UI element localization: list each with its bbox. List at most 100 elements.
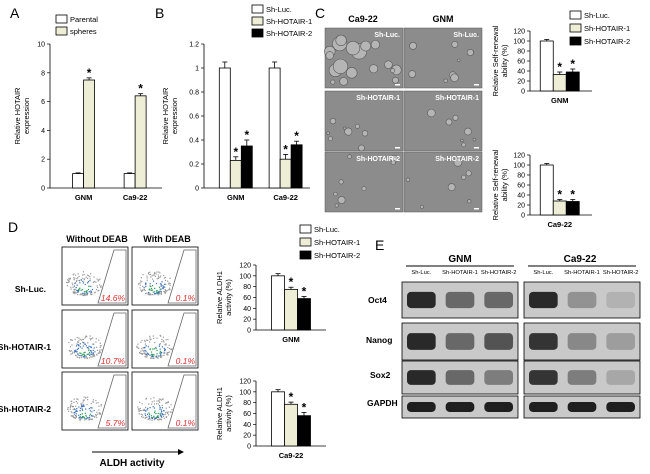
flow-event [78, 288, 80, 290]
flow-event [94, 280, 96, 283]
flow-event [78, 354, 80, 357]
flow-event [163, 354, 165, 356]
flow-event [166, 411, 169, 414]
flow-event [69, 278, 71, 280]
flow-event [171, 409, 173, 411]
flow-event [159, 352, 162, 354]
flow-event [71, 405, 73, 407]
flow-event [141, 347, 143, 350]
legend-swatch [299, 224, 312, 234]
cell-sphere [465, 170, 472, 177]
flow-event [144, 406, 147, 409]
flow-event [90, 350, 92, 352]
flow-event [88, 291, 90, 293]
bar-sh-hotair-1-ca9-22 [552, 200, 567, 216]
flow-event [83, 399, 85, 401]
flow-event [78, 340, 80, 342]
flow-event [157, 419, 160, 421]
flow-event [167, 401, 169, 403]
flow-event [92, 337, 94, 339]
flow-event [169, 289, 171, 291]
flow-event [149, 348, 151, 350]
flow-event [160, 288, 162, 290]
flow-event [79, 343, 81, 345]
flow-event [149, 354, 151, 356]
flow-event [169, 284, 171, 287]
legend-label: Sh-HOTAIR-1 [314, 238, 360, 247]
flow-event [156, 416, 158, 418]
flow-event [151, 401, 153, 403]
y-tick-label: 120 [239, 263, 251, 270]
flow-event [138, 413, 140, 415]
flow-event [159, 344, 161, 346]
flow-event [159, 356, 162, 358]
flow-event [149, 273, 152, 275]
flow-event [91, 338, 93, 340]
flow-event [146, 416, 148, 418]
significance-star: * [233, 145, 238, 159]
gate-percentage: 0.1% [176, 418, 196, 428]
flow-event [160, 285, 163, 287]
flow-event [149, 413, 151, 415]
micrograph-row-label: Sh-HOTAIR-1 [435, 95, 479, 102]
y-axis-label: Relative Self-renewalability (%) [491, 25, 509, 96]
flow-event [76, 284, 78, 286]
y-tick-label: 40 [243, 422, 251, 429]
significance-star: * [302, 284, 307, 298]
legend-swatch [55, 14, 68, 24]
flow-event [144, 341, 146, 343]
protein-band [484, 291, 513, 309]
legend-label: spheres [70, 27, 97, 36]
flow-event [73, 277, 75, 279]
bar-sh-hotair-1-ca9-22 [284, 403, 298, 447]
gate [97, 312, 127, 367]
flow-event [87, 353, 89, 355]
legend-label: Sh-Luc. [314, 225, 340, 234]
flow-event [86, 347, 89, 349]
flow-event [155, 282, 158, 285]
y-tick-label: 0 [247, 444, 251, 451]
flow-event [75, 286, 77, 289]
flow-event [162, 285, 164, 287]
flow-event [137, 408, 139, 410]
flow-event [156, 293, 158, 295]
flow-event [153, 400, 155, 402]
flow-event [167, 351, 170, 354]
flow-event [147, 293, 149, 295]
flow-event [145, 410, 147, 412]
flow-event [163, 347, 165, 349]
flow-event [88, 350, 90, 352]
flow-event [155, 356, 158, 359]
flow-event [168, 283, 170, 285]
flow-event [145, 398, 147, 400]
flow-event [170, 411, 172, 413]
flow-event [163, 274, 165, 277]
chart-c2: 0 20 40 60 80 100 120 Relative Self-renewalabil… [491, 149, 592, 229]
flow-event [164, 286, 166, 288]
legend-swatch [299, 237, 312, 247]
flow-event [85, 276, 87, 278]
legend-label: Sh-HOTAIR-2 [314, 251, 360, 260]
significance-star: * [283, 142, 288, 156]
flow-event [164, 292, 167, 294]
protein-band [445, 402, 475, 412]
flow-event [159, 414, 161, 416]
flow-event [82, 338, 85, 341]
flow-event [80, 403, 82, 405]
flow-event [137, 347, 139, 349]
flow-event [167, 346, 169, 349]
flow-event [74, 417, 76, 419]
y-axis-label-line: expression [170, 98, 179, 134]
flow-event [157, 419, 159, 421]
flow-event [143, 353, 145, 355]
flow-event [168, 287, 171, 289]
flow-event [82, 277, 84, 280]
flow-event [148, 415, 150, 418]
y-axis-label-line: Relative Self-renewal [491, 25, 500, 96]
micrograph [403, 90, 483, 152]
flow-event [153, 337, 155, 339]
panel-label-a: A [10, 5, 20, 21]
flow-event [95, 399, 97, 402]
flow-event [153, 397, 155, 399]
